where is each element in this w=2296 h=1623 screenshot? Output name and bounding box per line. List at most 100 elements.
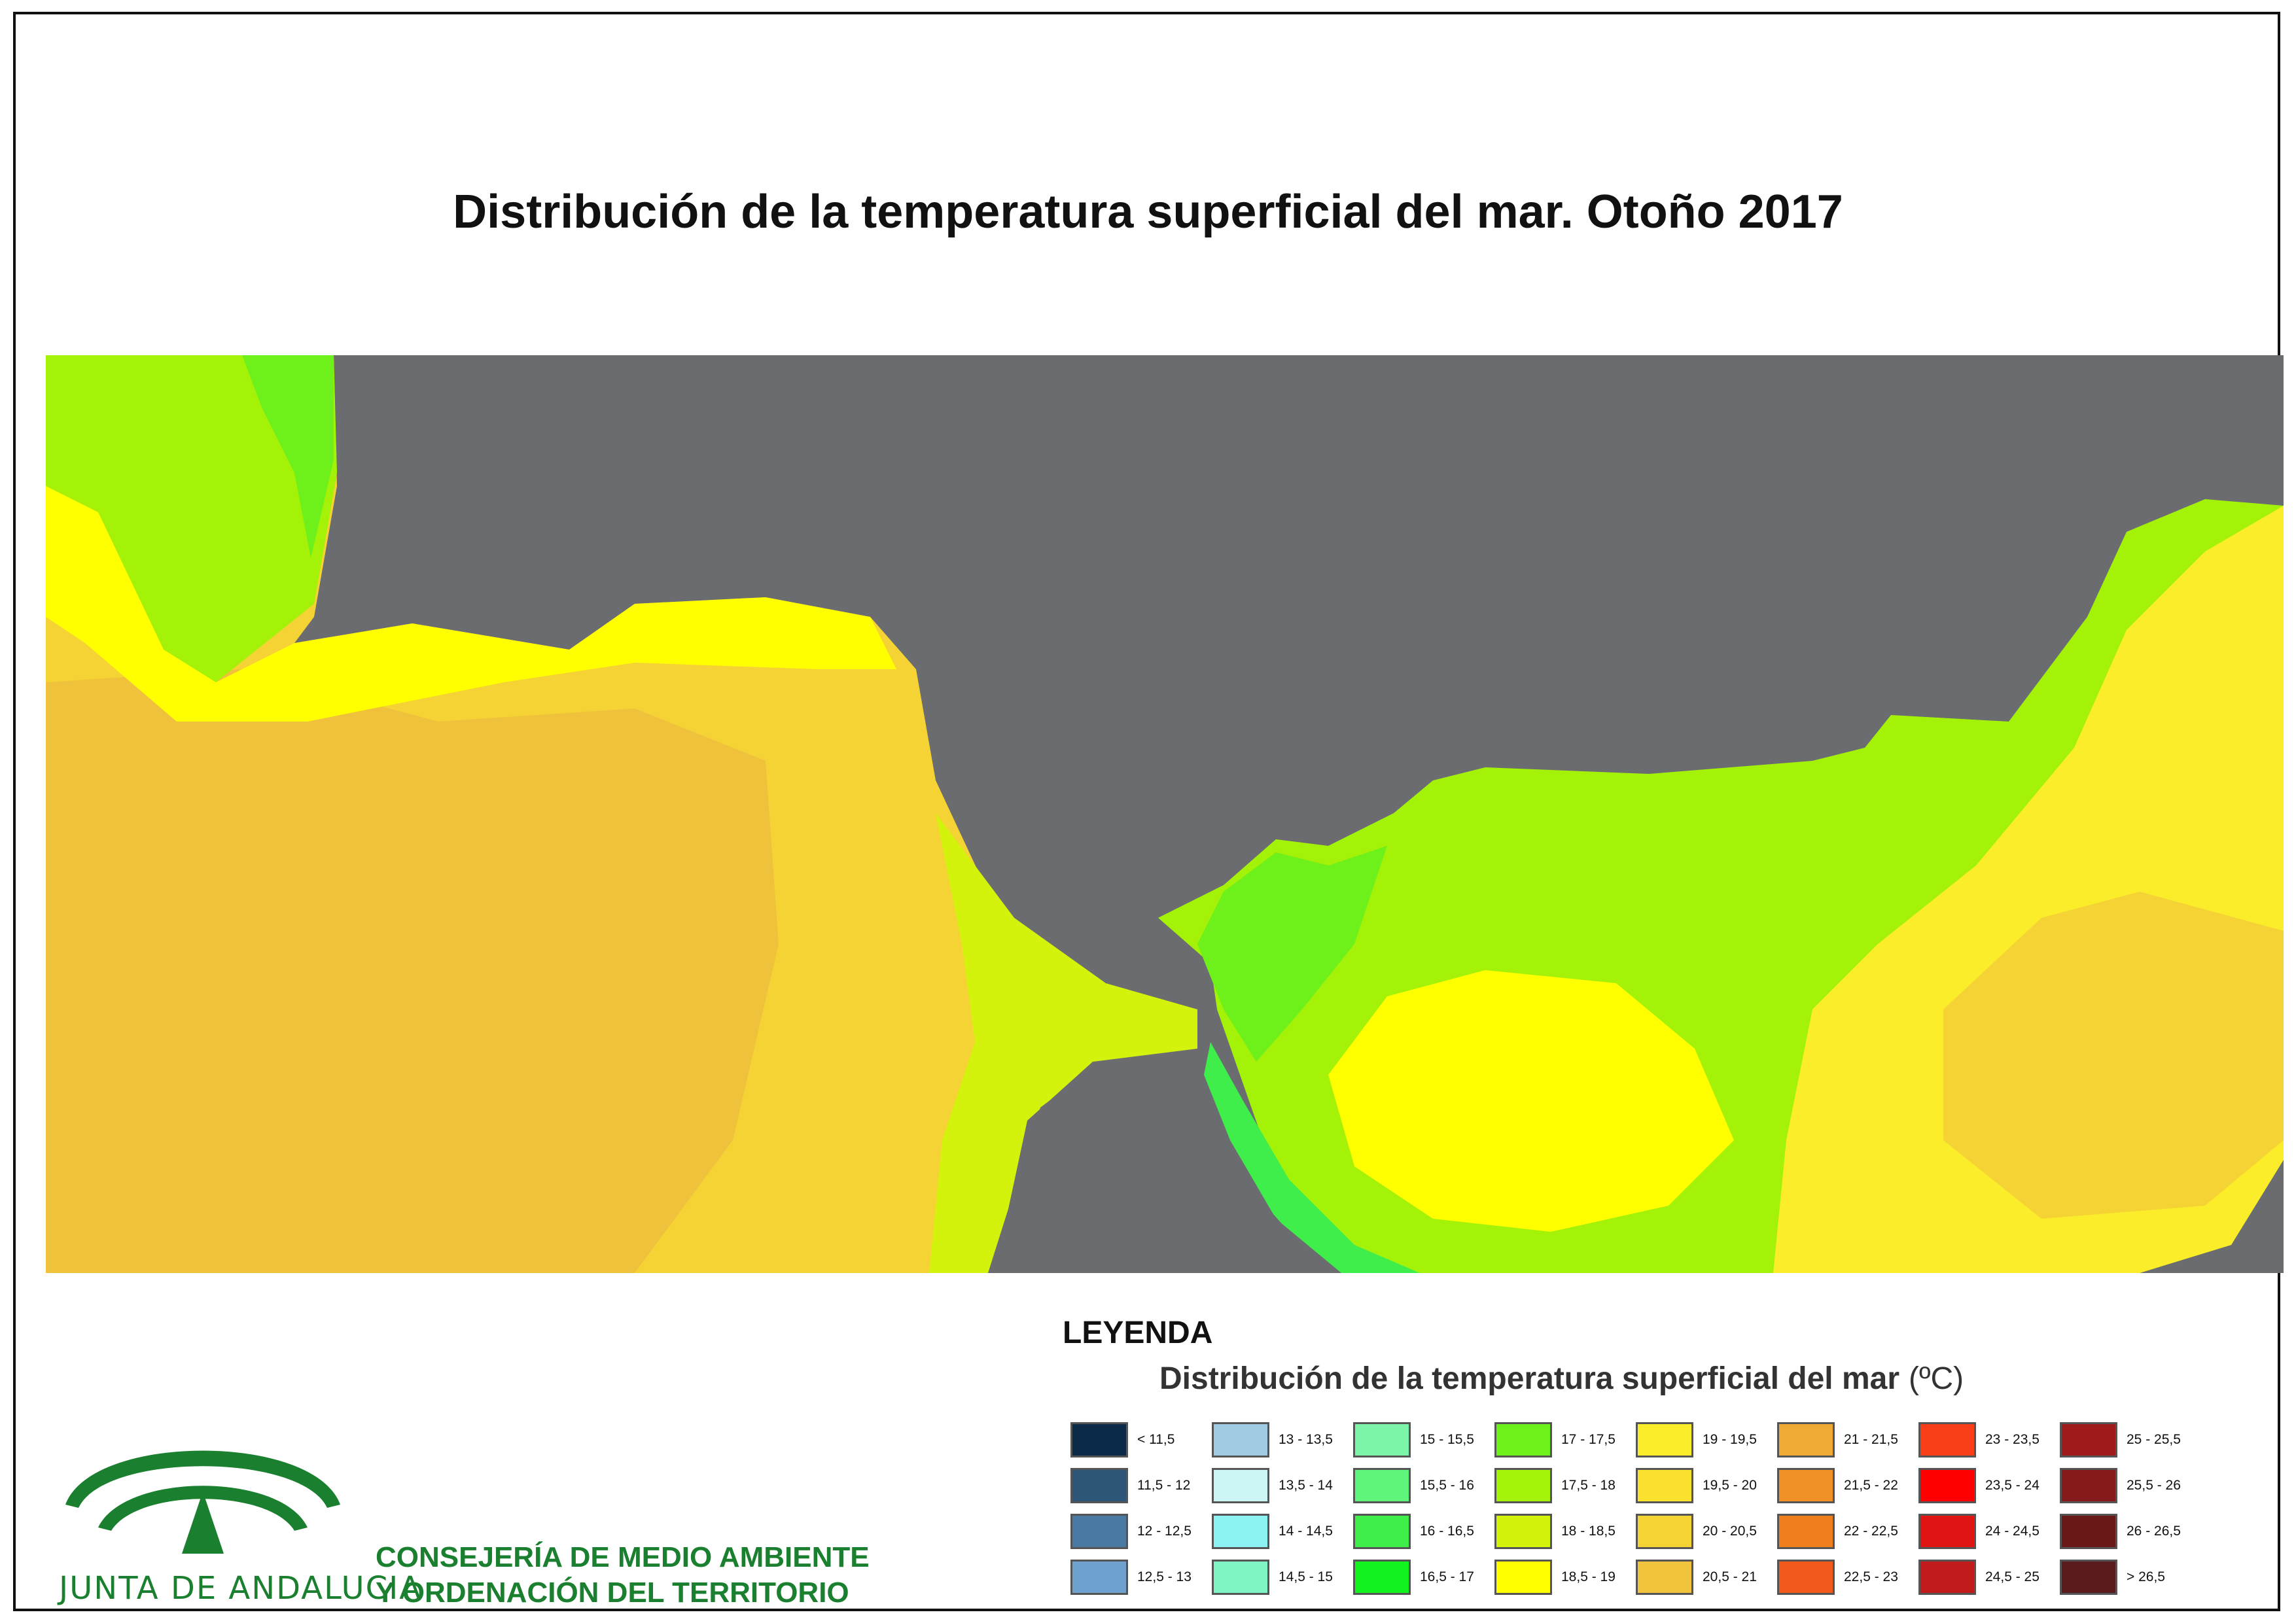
legend-swatch (1212, 1514, 1269, 1549)
legend-swatch (1777, 1422, 1835, 1457)
legend-label: 26 - 26,5 (2127, 1524, 2181, 1539)
legend-label: 19,5 - 20 (1703, 1478, 1757, 1493)
legend-label: 24,5 - 25 (1985, 1569, 2040, 1584)
junta-logo: JUNTA DE ANDALUCIA (52, 1406, 421, 1607)
sea-mediterranean-green (1197, 846, 1387, 1062)
legend-item: 24,5 - 25 (1918, 1558, 2040, 1596)
legend-label: 18 - 18,5 (1561, 1524, 1616, 1539)
sea-alboran-core (1328, 970, 1734, 1232)
legend-swatch (1777, 1560, 1835, 1595)
legend-swatch (1353, 1514, 1411, 1549)
sea-atlantic-nw-inner (242, 355, 334, 558)
legend-swatch (1353, 1422, 1411, 1457)
sea-east-core (1943, 892, 2284, 1219)
legend-subtitle-text: Distribución de la temperatura superfici… (1159, 1361, 1899, 1396)
legend-item: 15 - 15,5 (1353, 1421, 1474, 1459)
legend-swatch (1918, 1422, 1976, 1457)
legend-swatch (1212, 1468, 1269, 1503)
legend-swatch (1353, 1468, 1411, 1503)
legend-swatch (2060, 1422, 2117, 1457)
sea-temperature-map[interactable] (46, 355, 2284, 1273)
legend-item: 17,5 - 18 (1494, 1467, 1616, 1505)
legend-label: 24 - 24,5 (1985, 1524, 2040, 1539)
legend-item: 15,5 - 16 (1353, 1467, 1474, 1505)
legend-item: 12 - 12,5 (1070, 1512, 1192, 1550)
legend-swatch (1918, 1514, 1976, 1549)
legend-swatch (1070, 1468, 1128, 1503)
legend-swatch (2060, 1560, 2117, 1595)
legend-label: 17 - 17,5 (1561, 1432, 1616, 1447)
legend-label: 16,5 - 17 (1420, 1569, 1474, 1584)
junta-logo-icon (65, 1450, 340, 1554)
legend-label: 15,5 - 16 (1420, 1478, 1474, 1493)
legend-swatch (1212, 1422, 1269, 1457)
legend-swatch (1918, 1468, 1976, 1503)
legend-swatch (1070, 1560, 1128, 1595)
legend-item: 18,5 - 19 (1494, 1558, 1616, 1596)
legend-label: 22 - 22,5 (1844, 1524, 1898, 1539)
legend-label: > 26,5 (2127, 1569, 2165, 1584)
legend-label: 12 - 12,5 (1137, 1524, 1192, 1539)
legend-label: 21,5 - 22 (1844, 1478, 1898, 1493)
legend-unit: (ºC) (1909, 1361, 1964, 1396)
legend-item: 13,5 - 14 (1212, 1467, 1333, 1505)
legend-item: 25 - 25,5 (2060, 1421, 2181, 1459)
legend-item: < 11,5 (1070, 1421, 1174, 1459)
map-title: Distribución de la temperatura superfici… (453, 186, 1843, 238)
legend-label: 14,5 - 15 (1279, 1569, 1333, 1584)
legend-label: 15 - 15,5 (1420, 1432, 1474, 1447)
legend-swatch (1494, 1514, 1552, 1549)
legend-item: 26 - 26,5 (2060, 1512, 2181, 1550)
legend-label: 17,5 - 18 (1561, 1478, 1616, 1493)
legend-label: 22,5 - 23 (1844, 1569, 1898, 1584)
legend-item: 14,5 - 15 (1212, 1558, 1333, 1596)
legend-item: 13 - 13,5 (1212, 1421, 1333, 1459)
legend-item: 12,5 - 13 (1070, 1558, 1192, 1596)
legend-item: 14 - 14,5 (1212, 1512, 1333, 1550)
land-africa (988, 1062, 1322, 1273)
consejeria-line1: CONSEJERÍA DE MEDIO AMBIENTE (376, 1541, 870, 1573)
legend-item: 21,5 - 22 (1777, 1467, 1898, 1505)
legend-subtitle: Distribución de la temperatura superfici… (1159, 1361, 1964, 1397)
legend-swatch (1918, 1560, 1976, 1595)
legend-label: 18,5 - 19 (1561, 1569, 1616, 1584)
legend-swatch (1636, 1422, 1693, 1457)
legend-label: 14 - 14,5 (1279, 1524, 1333, 1539)
legend-swatch (1070, 1514, 1128, 1549)
legend-label: 16 - 16,5 (1420, 1524, 1474, 1539)
legend-item: 22,5 - 23 (1777, 1558, 1898, 1596)
legend-item: > 26,5 (2060, 1558, 2165, 1596)
legend-item: 23,5 - 24 (1918, 1467, 2040, 1505)
sea-atlantic-coast (46, 486, 896, 722)
legend-swatch (1777, 1468, 1835, 1503)
legend-label: 12,5 - 13 (1137, 1569, 1192, 1584)
legend-swatch (1636, 1468, 1693, 1503)
legend-item: 24 - 24,5 (1918, 1512, 2040, 1550)
legend-item: 23 - 23,5 (1918, 1421, 2040, 1459)
legend-label: 25,5 - 26 (2127, 1478, 2181, 1493)
legend-item: 18 - 18,5 (1494, 1512, 1616, 1550)
legend-swatch (1494, 1468, 1552, 1503)
legend-swatch (2060, 1468, 2117, 1503)
legend-item: 19 - 19,5 (1636, 1421, 1757, 1459)
legend-label: 20,5 - 21 (1703, 1569, 1757, 1584)
legend-swatch (2060, 1514, 2117, 1549)
legend-swatch (1212, 1560, 1269, 1595)
legend-label: 20 - 20,5 (1703, 1524, 1757, 1539)
sea-atlantic-core (46, 669, 779, 1273)
legend-label: 11,5 - 12 (1137, 1478, 1191, 1493)
legend-item: 25,5 - 26 (2060, 1467, 2181, 1505)
sea-coastal-green (1204, 1042, 1420, 1273)
legend-label: 23 - 23,5 (1985, 1432, 2040, 1447)
legend-label: 23,5 - 24 (1985, 1478, 2040, 1493)
legend-item: 22 - 22,5 (1777, 1512, 1898, 1550)
legend-swatch (1494, 1422, 1552, 1457)
legend-label: < 11,5 (1137, 1432, 1175, 1447)
legend-swatch (1777, 1514, 1835, 1549)
legend-swatch (1636, 1514, 1693, 1549)
legend-item: 17 - 17,5 (1494, 1421, 1616, 1459)
map-svg (46, 355, 2284, 1273)
sea-strait (929, 813, 1197, 1273)
legend-label: 21 - 21,5 (1844, 1432, 1898, 1447)
legend-item: 19,5 - 20 (1636, 1467, 1757, 1505)
